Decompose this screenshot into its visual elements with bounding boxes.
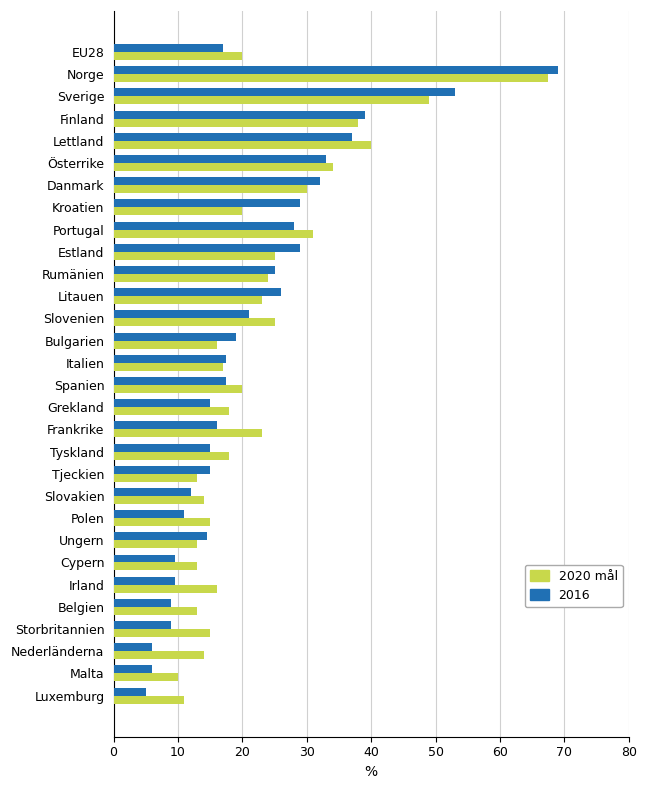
- Bar: [113, 333, 236, 340]
- Bar: [113, 141, 371, 149]
- Bar: [113, 244, 300, 252]
- Bar: [113, 296, 262, 304]
- Bar: [113, 133, 352, 141]
- Bar: [113, 163, 332, 171]
- X-axis label: %: %: [365, 765, 378, 779]
- Bar: [113, 177, 319, 185]
- Bar: [113, 696, 185, 704]
- Bar: [113, 222, 294, 230]
- Bar: [113, 540, 197, 548]
- Bar: [113, 555, 175, 562]
- Bar: [113, 452, 229, 460]
- Bar: [113, 88, 455, 96]
- Legend: 2020 mål, 2016: 2020 mål, 2016: [525, 565, 623, 607]
- Bar: [113, 208, 242, 216]
- Bar: [113, 562, 197, 570]
- Bar: [113, 399, 210, 407]
- Bar: [113, 66, 558, 74]
- Bar: [113, 577, 175, 585]
- Bar: [113, 532, 207, 540]
- Bar: [113, 518, 210, 526]
- Bar: [113, 651, 203, 659]
- Bar: [113, 185, 307, 194]
- Bar: [113, 466, 210, 474]
- Bar: [113, 355, 226, 363]
- Bar: [113, 274, 268, 282]
- Bar: [113, 510, 185, 518]
- Bar: [113, 377, 226, 385]
- Bar: [113, 687, 146, 696]
- Bar: [113, 340, 216, 348]
- Bar: [113, 118, 358, 126]
- Bar: [113, 643, 152, 651]
- Bar: [113, 318, 275, 326]
- Bar: [113, 111, 365, 118]
- Bar: [113, 421, 216, 429]
- Bar: [113, 665, 152, 673]
- Bar: [113, 155, 326, 163]
- Bar: [113, 673, 178, 682]
- Bar: [113, 288, 281, 296]
- Bar: [113, 385, 242, 393]
- Bar: [113, 443, 210, 452]
- Bar: [113, 429, 262, 438]
- Bar: [113, 585, 216, 592]
- Bar: [113, 363, 223, 371]
- Bar: [113, 474, 197, 482]
- Bar: [113, 199, 300, 208]
- Bar: [113, 488, 191, 496]
- Bar: [113, 252, 275, 260]
- Bar: [113, 407, 229, 415]
- Bar: [113, 599, 172, 607]
- Bar: [113, 230, 313, 238]
- Bar: [113, 52, 242, 60]
- Bar: [113, 74, 548, 82]
- Bar: [113, 496, 203, 504]
- Bar: [113, 621, 172, 629]
- Bar: [113, 629, 210, 637]
- Bar: [113, 607, 197, 615]
- Bar: [113, 96, 429, 104]
- Bar: [113, 266, 275, 274]
- Bar: [113, 310, 249, 318]
- Bar: [113, 44, 223, 52]
